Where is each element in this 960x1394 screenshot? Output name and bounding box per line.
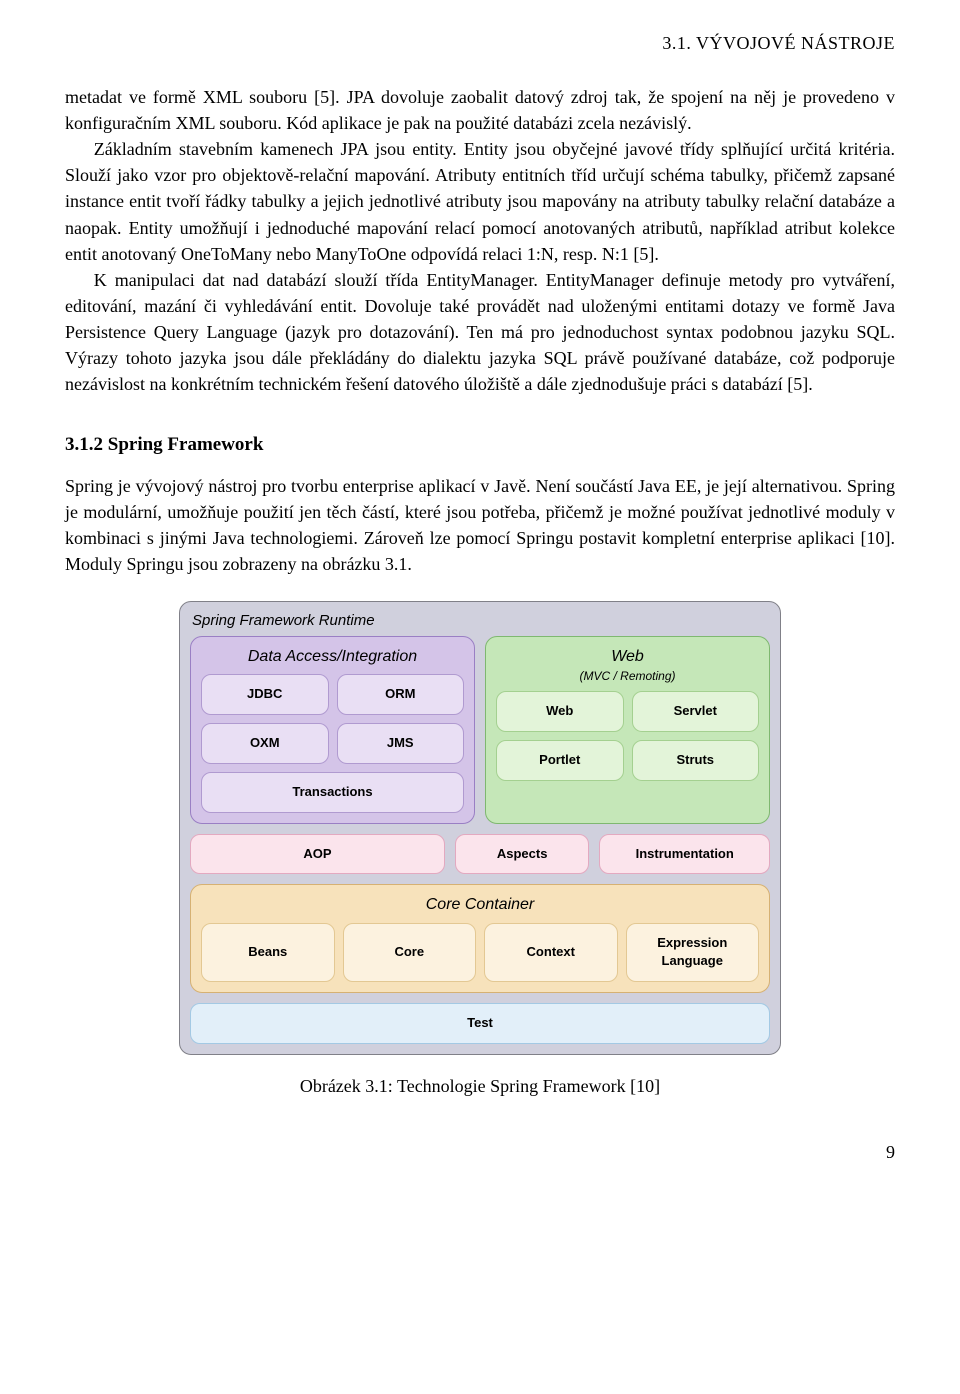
module-expression-language: Expression Language xyxy=(626,923,760,983)
core-container-layer: Core Container Beans Core Context Expres… xyxy=(190,884,770,993)
module-web: Web xyxy=(496,691,624,732)
layer-title: Web (MVC / Remoting) xyxy=(496,645,759,686)
diagram-title: Spring Framework Runtime xyxy=(190,608,770,636)
module-jdbc: JDBC xyxy=(201,674,329,715)
data-access-layer: Data Access/Integration JDBC ORM OXM JMS… xyxy=(190,636,475,824)
web-layer-title: Web xyxy=(611,648,644,665)
body-paragraph: K manipulaci dat nad databází slouží tří… xyxy=(65,267,895,397)
web-layer: Web (MVC / Remoting) Web Servlet Portlet… xyxy=(485,636,770,824)
module-context: Context xyxy=(484,923,618,983)
module-core: Core xyxy=(343,923,477,983)
section-heading: 3.1.2 Spring Framework xyxy=(65,431,895,459)
body-paragraph: metadat ve formě XML souboru [5]. JPA do… xyxy=(65,84,895,136)
layer-title: Data Access/Integration xyxy=(201,645,464,668)
module-test: Test xyxy=(190,1003,770,1044)
module-beans: Beans xyxy=(201,923,335,983)
page-header: 3.1. VÝVOJOVÉ NÁSTROJE xyxy=(65,30,895,56)
module-servlet: Servlet xyxy=(632,691,760,732)
module-portlet: Portlet xyxy=(496,740,624,781)
module-instrumentation: Instrumentation xyxy=(599,834,770,875)
module-struts: Struts xyxy=(632,740,760,781)
figure-caption: Obrázek 3.1: Technologie Spring Framewor… xyxy=(65,1073,895,1099)
module-transactions: Transactions xyxy=(201,772,464,813)
page-number: 9 xyxy=(65,1139,895,1165)
spring-runtime-diagram: Spring Framework Runtime Data Access/Int… xyxy=(179,601,781,1055)
body-paragraph: Základním stavebním kamenech JPA jsou en… xyxy=(65,136,895,266)
figure-wrapper: Spring Framework Runtime Data Access/Int… xyxy=(65,601,895,1055)
body-paragraph: Spring je vývojový nástroj pro tvorbu en… xyxy=(65,473,895,577)
layer-title: Core Container xyxy=(201,893,759,916)
module-aop: AOP xyxy=(190,834,445,875)
module-oxm: OXM xyxy=(201,723,329,764)
module-orm: ORM xyxy=(337,674,465,715)
web-layer-subtitle: (MVC / Remoting) xyxy=(496,668,759,685)
module-aspects: Aspects xyxy=(455,834,589,875)
module-jms: JMS xyxy=(337,723,465,764)
